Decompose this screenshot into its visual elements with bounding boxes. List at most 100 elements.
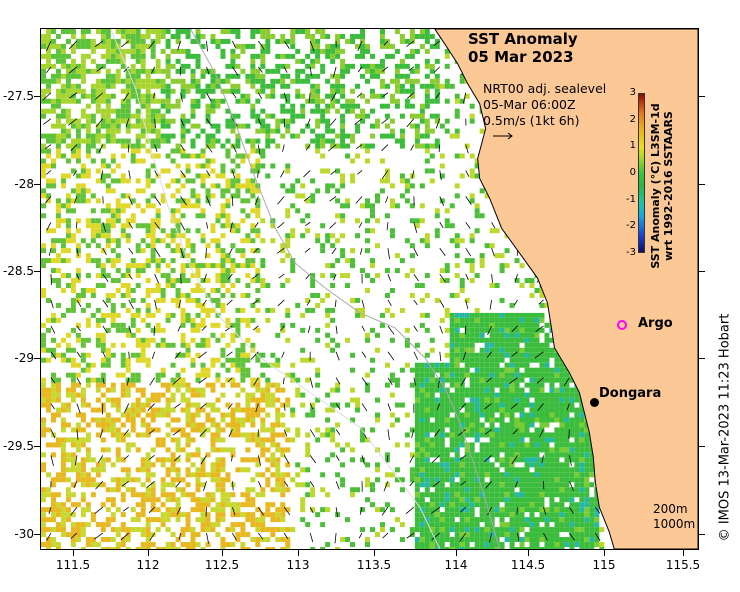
sst-pixel <box>429 382 435 388</box>
sst-pixel <box>325 407 331 413</box>
sst-pixel <box>110 158 116 164</box>
sst-pixel <box>255 307 261 313</box>
sst-pixel <box>270 138 276 144</box>
sst-pixel <box>75 392 81 398</box>
sst-pixel <box>464 93 470 99</box>
sst-pixel <box>220 168 226 174</box>
sst-pixel <box>424 58 430 64</box>
sst-pixel <box>414 437 420 443</box>
sst-pixel <box>569 507 575 513</box>
sst-pixel <box>335 258 341 264</box>
sst-pixel <box>85 173 91 179</box>
sst-pixel <box>265 362 271 368</box>
sst-pixel <box>389 312 395 318</box>
sst-pixel <box>444 377 450 383</box>
sst-pixel <box>290 407 296 413</box>
sst-pixel <box>55 118 61 124</box>
sst-pixel <box>160 113 166 119</box>
sst-pixel <box>115 53 121 59</box>
sst-pixel <box>95 317 101 323</box>
sst-pixel <box>150 228 156 234</box>
sst-pixel <box>185 417 191 423</box>
sst-pixel <box>315 118 321 124</box>
sst-pixel <box>250 238 256 244</box>
sst-pixel <box>494 497 500 503</box>
sst-pixel <box>265 382 271 388</box>
sst-pixel <box>60 178 66 184</box>
sst-pixel <box>55 407 61 413</box>
sst-pixel <box>145 83 151 89</box>
sst-pixel <box>185 387 191 393</box>
sst-pixel <box>50 382 56 388</box>
sst-map[interactable] <box>40 28 699 550</box>
sst-pixel <box>160 392 166 398</box>
sst-pixel <box>424 103 430 109</box>
sst-pixel <box>474 337 480 343</box>
sst-pixel <box>489 283 495 289</box>
sst-pixel <box>115 452 121 458</box>
sst-pixel <box>499 512 505 518</box>
sst-pixel <box>85 352 91 358</box>
sst-pixel <box>464 427 470 433</box>
sst-pixel <box>519 417 525 423</box>
sst-pixel <box>70 33 76 39</box>
sst-pixel <box>230 263 236 269</box>
sst-pixel <box>125 412 131 418</box>
sst-pixel <box>539 472 545 478</box>
sst-pixel <box>41 148 46 154</box>
sst-pixel <box>125 48 131 54</box>
sst-pixel <box>489 482 495 488</box>
sst-pixel <box>250 317 256 323</box>
sst-pixel <box>429 492 435 498</box>
sst-pixel <box>524 317 530 323</box>
sst-pixel <box>65 347 71 353</box>
sst-pixel <box>529 412 535 418</box>
sst-pixel <box>285 38 291 44</box>
sst-pixel <box>225 412 231 418</box>
sst-pixel <box>90 218 96 224</box>
sst-pixel <box>320 48 326 54</box>
sst-pixel <box>260 53 266 59</box>
sst-pixel <box>489 507 495 513</box>
sst-pixel <box>305 447 311 453</box>
sst-pixel <box>195 83 201 89</box>
sst-pixel <box>509 407 515 413</box>
sst-pixel <box>130 263 136 269</box>
sst-pixel <box>554 352 560 358</box>
sst-pixel <box>185 153 191 159</box>
sst-pixel <box>429 362 435 368</box>
sst-pixel <box>394 442 400 448</box>
sst-pixel <box>245 153 251 159</box>
sst-pixel <box>315 138 321 144</box>
sst-pixel <box>220 352 226 358</box>
sst-pixel <box>315 133 321 139</box>
sst-pixel <box>60 63 66 69</box>
sst-pixel <box>544 422 550 428</box>
sst-pixel <box>554 357 560 363</box>
sst-pixel <box>50 312 56 318</box>
sst-pixel <box>90 362 96 368</box>
sst-pixel <box>494 507 500 513</box>
sst-pixel <box>454 392 460 398</box>
sst-pixel <box>544 332 550 338</box>
sst-pixel <box>100 402 106 408</box>
sst-pixel <box>464 387 470 393</box>
sst-pixel <box>155 497 161 503</box>
sst-pixel <box>544 452 550 458</box>
sst-pixel <box>484 442 490 448</box>
sst-pixel <box>105 93 111 99</box>
sst-pixel <box>155 98 161 104</box>
sst-pixel <box>265 512 271 518</box>
sst-pixel <box>469 113 475 119</box>
sst-pixel <box>424 168 430 174</box>
sst-pixel <box>200 407 206 413</box>
sst-pixel <box>559 397 565 403</box>
sst-pixel <box>454 322 460 328</box>
sst-pixel <box>514 422 520 428</box>
sst-pixel <box>150 118 156 124</box>
sst-pixel <box>130 113 136 119</box>
sst-pixel <box>195 377 201 383</box>
sst-pixel <box>360 312 366 318</box>
sst-pixel <box>315 103 321 109</box>
sst-pixel <box>105 312 111 318</box>
